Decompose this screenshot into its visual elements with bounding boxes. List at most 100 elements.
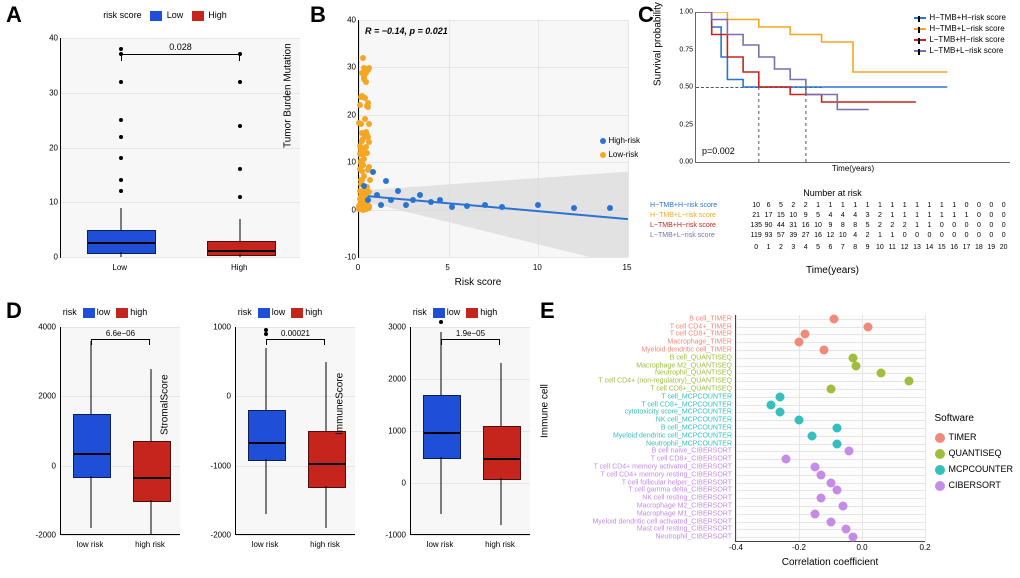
tick-x: -0.2 [792, 541, 806, 552]
legend-dot-high [600, 138, 606, 144]
tick-x: high risk [135, 540, 165, 549]
e-dot [832, 424, 841, 433]
e-dot [776, 408, 785, 417]
d-pvalue: 0.00021 [260, 329, 331, 338]
tick-y: 0 [42, 253, 58, 262]
e-legend-item: MCPCOUNTER [935, 461, 1014, 477]
e-dot [766, 400, 775, 409]
e-row-label: cytotoxicity score_MCPCOUNTER [625, 409, 736, 416]
e-row-label: Mast cell resting_CIBERSORT [637, 526, 736, 533]
scatter-dot [383, 178, 389, 184]
scatter-dot [370, 169, 376, 175]
scatter-dot [403, 202, 409, 208]
e-row-label: Myeloid dendritic cell_MCPCOUNTER [613, 432, 736, 439]
e-dot [905, 377, 914, 386]
legend-dot-low [600, 152, 606, 158]
scatter-dot [361, 74, 367, 80]
panel-d: risklowhigh6.6e−06-2000020004000low risk… [20, 305, 540, 570]
tick-x: low risk [77, 540, 104, 549]
e-row-label: Neutrophil_CIBERSORT [655, 534, 736, 541]
d-plot: 1.9e−05 [410, 327, 530, 535]
tick-y: 1.00 [679, 9, 696, 16]
e-dot [782, 455, 791, 464]
e-row-label: Macrophage M1_CIBERSORT [637, 510, 736, 517]
e-row-label: Macrophage M2_QUANTISEQ [636, 362, 736, 369]
e-dot [817, 470, 826, 479]
panel-d-sub-1: risklowhigh0.00021-2000-100001000low ris… [195, 305, 365, 565]
e-dot [864, 322, 873, 331]
e-legend-title: Software [935, 411, 1014, 427]
tick-y: 10 [42, 198, 58, 207]
d-box [248, 410, 286, 461]
d-ylabel: ImmuneScore [335, 373, 346, 435]
e-row-label: T cell CD4+ memory resting_CIBERSORT [601, 471, 736, 478]
e-row-label: T cell follicular helper_CIBERSORT [622, 479, 736, 486]
panel-label-e: E [540, 298, 555, 324]
d-legend: risklowhigh [370, 307, 540, 318]
tick-x: 15 [623, 263, 632, 272]
e-row-label: T cell_MCPCOUNTER [661, 393, 736, 400]
d-legend: risklowhigh [195, 307, 365, 318]
tick-y: 0.00 [679, 159, 696, 166]
panel-e-ylabel: Immune cell [540, 384, 551, 438]
scatter-dot [571, 205, 577, 211]
e-dot [795, 338, 804, 347]
tick-x: 0.2 [919, 541, 930, 552]
tick-x: 10 [533, 263, 542, 272]
tick-y: 0.25 [679, 121, 696, 128]
panel-e-legend: Software TIMERQUANTISEQMCPCOUNTERCIBERSO… [935, 411, 1014, 493]
d-box [73, 414, 111, 478]
e-legend-item: QUANTISEQ [935, 445, 1014, 461]
scatter-dot [360, 55, 366, 61]
e-dot [845, 447, 854, 456]
panel-a-legend: risk score Low High [20, 10, 310, 21]
e-row-label: Macrophage_TIMER [667, 339, 736, 346]
e-dot [817, 494, 826, 503]
e-dot [876, 369, 885, 378]
d-box [423, 395, 461, 459]
e-row-label: T cell CD4+ (non-regulatory)_QUANTISEQ [599, 378, 737, 385]
risk-row: 119935739271612104211000000000 [750, 231, 1010, 240]
e-dot [839, 501, 848, 510]
panel-d-sub-2: risklowhigh1.9e−05-10000100020003000low … [370, 305, 540, 565]
e-row-label: T cell CD8+_MCPCOUNTER [641, 401, 736, 408]
scatter-dot [482, 202, 488, 208]
e-row-label: NK cell_MCPCOUNTER [656, 417, 736, 424]
d-pvalue: 1.9e−05 [435, 329, 506, 338]
panel-d-sub-0: risklowhigh6.6e−06-2000020004000low risk… [20, 305, 190, 565]
e-row-label: T cell gamma delta_CIBERSORT [628, 487, 736, 494]
box-low [87, 230, 156, 254]
scatter-dot [378, 202, 384, 208]
scatter-dot [357, 102, 363, 108]
tick-x: low risk [427, 540, 454, 549]
e-row-label: Neutrophil_MCPCOUNTER [646, 440, 736, 447]
tick-y: 0.50 [679, 84, 696, 91]
tick-y: 40 [42, 34, 58, 43]
panel-b-plot: R = −0.14, p = 0.021 [358, 20, 628, 258]
d-box [133, 441, 171, 502]
tick-y: 40 [340, 16, 356, 25]
tick-y: 30 [42, 88, 58, 97]
risk-x-ticks: 01234567891011121314151617181920 [750, 243, 1010, 252]
e-row-label: Neutrophil_QUANTISEQ [655, 370, 736, 377]
legend-title: risk score [103, 10, 142, 20]
tick-y: 3000 [380, 323, 406, 332]
scatter-dot [365, 197, 371, 203]
panel-b: R = −0.14, p = 0.021 Tumor Burden Mutati… [318, 8, 638, 288]
tick-x: low risk [252, 540, 279, 549]
tick-y: 20 [340, 110, 356, 119]
panel-a: risk score Low High 0.028 Tumor Burden M… [20, 8, 310, 288]
e-row-label: B cell_QUANTISEQ [670, 354, 736, 361]
legend-swatch-low [150, 11, 162, 21]
tick-x: high risk [310, 540, 340, 549]
d-ylabel: StromalScore [160, 374, 171, 435]
e-dot [795, 416, 804, 425]
d-box [483, 426, 521, 480]
tick-x: 5 [445, 263, 449, 272]
legend-low: Low [167, 10, 184, 20]
e-dot [848, 533, 857, 542]
scatter-dot [358, 94, 364, 100]
tick-x: Low [112, 263, 127, 272]
panel-c-risk-table: H−TMB+H−risk score1065221111111111110000… [650, 201, 1010, 261]
tick-x: -0.4 [729, 541, 743, 552]
